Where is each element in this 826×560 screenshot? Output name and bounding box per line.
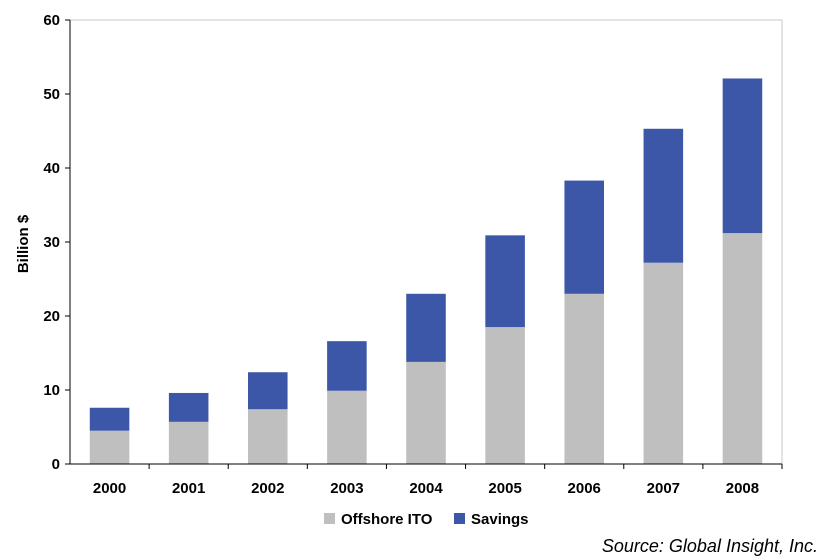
- bars-group: [89, 78, 763, 464]
- bar-offshore-ito-2004: [406, 361, 446, 464]
- y-tick-label: 0: [52, 456, 60, 473]
- x-tick-label: 2005: [488, 480, 521, 497]
- bar-offshore-ito-2008: [722, 233, 763, 464]
- y-axis-title: Billion $: [15, 214, 32, 273]
- legend-swatch-savings: [454, 513, 465, 524]
- x-axis-ticks: 2000 2001 2002 2003 2004 2005 2006 2007 2008: [93, 464, 783, 497]
- x-tick-label: 2003: [330, 480, 363, 497]
- source-note: Source: Global Insight, Inc.: [602, 536, 818, 556]
- bar-savings-2004: [406, 293, 446, 362]
- y-tick-label: 60: [43, 12, 60, 29]
- y-tick-label: 50: [43, 86, 60, 103]
- x-tick-label: 2001: [172, 480, 205, 497]
- y-tick-label: 20: [43, 308, 60, 325]
- y-tick-label: 10: [43, 382, 60, 399]
- x-tick-label: 2008: [726, 480, 759, 497]
- bar-savings-2005: [485, 235, 525, 328]
- y-axis-ticks: 0 10 20 30 40 50 60: [43, 12, 70, 473]
- bar-savings-2000: [89, 407, 130, 431]
- x-tick-label: 2007: [647, 480, 680, 497]
- bar-offshore-ito-2007: [643, 262, 684, 464]
- bar-savings-2008: [722, 78, 763, 234]
- x-tick-label: 2004: [409, 480, 443, 497]
- bar-offshore-ito-2005: [485, 327, 525, 464]
- bar-savings-2001: [168, 392, 209, 422]
- bar-savings-2007: [643, 128, 684, 263]
- bar-savings-2006: [564, 180, 604, 294]
- legend-label-offshore-ito: Offshore ITO: [341, 511, 433, 528]
- x-tick-label: 2006: [568, 480, 601, 497]
- x-tick-label: 2002: [251, 480, 284, 497]
- bar-offshore-ito-2002: [248, 409, 288, 464]
- bar-offshore-ito-2006: [564, 293, 604, 464]
- y-tick-label: 40: [43, 160, 60, 177]
- bar-savings-2003: [327, 341, 367, 391]
- bar-offshore-ito-2003: [327, 390, 367, 464]
- bar-offshore-ito-2001: [168, 421, 209, 464]
- bar-offshore-ito-2000: [89, 430, 130, 464]
- legend-swatch-offshore-ito: [324, 513, 335, 524]
- y-tick-label: 30: [43, 234, 60, 251]
- bar-savings-2002: [248, 372, 288, 410]
- legend-label-savings: Savings: [471, 511, 529, 528]
- x-tick-label: 2000: [93, 480, 126, 497]
- legend: Offshore ITO Savings: [324, 511, 529, 528]
